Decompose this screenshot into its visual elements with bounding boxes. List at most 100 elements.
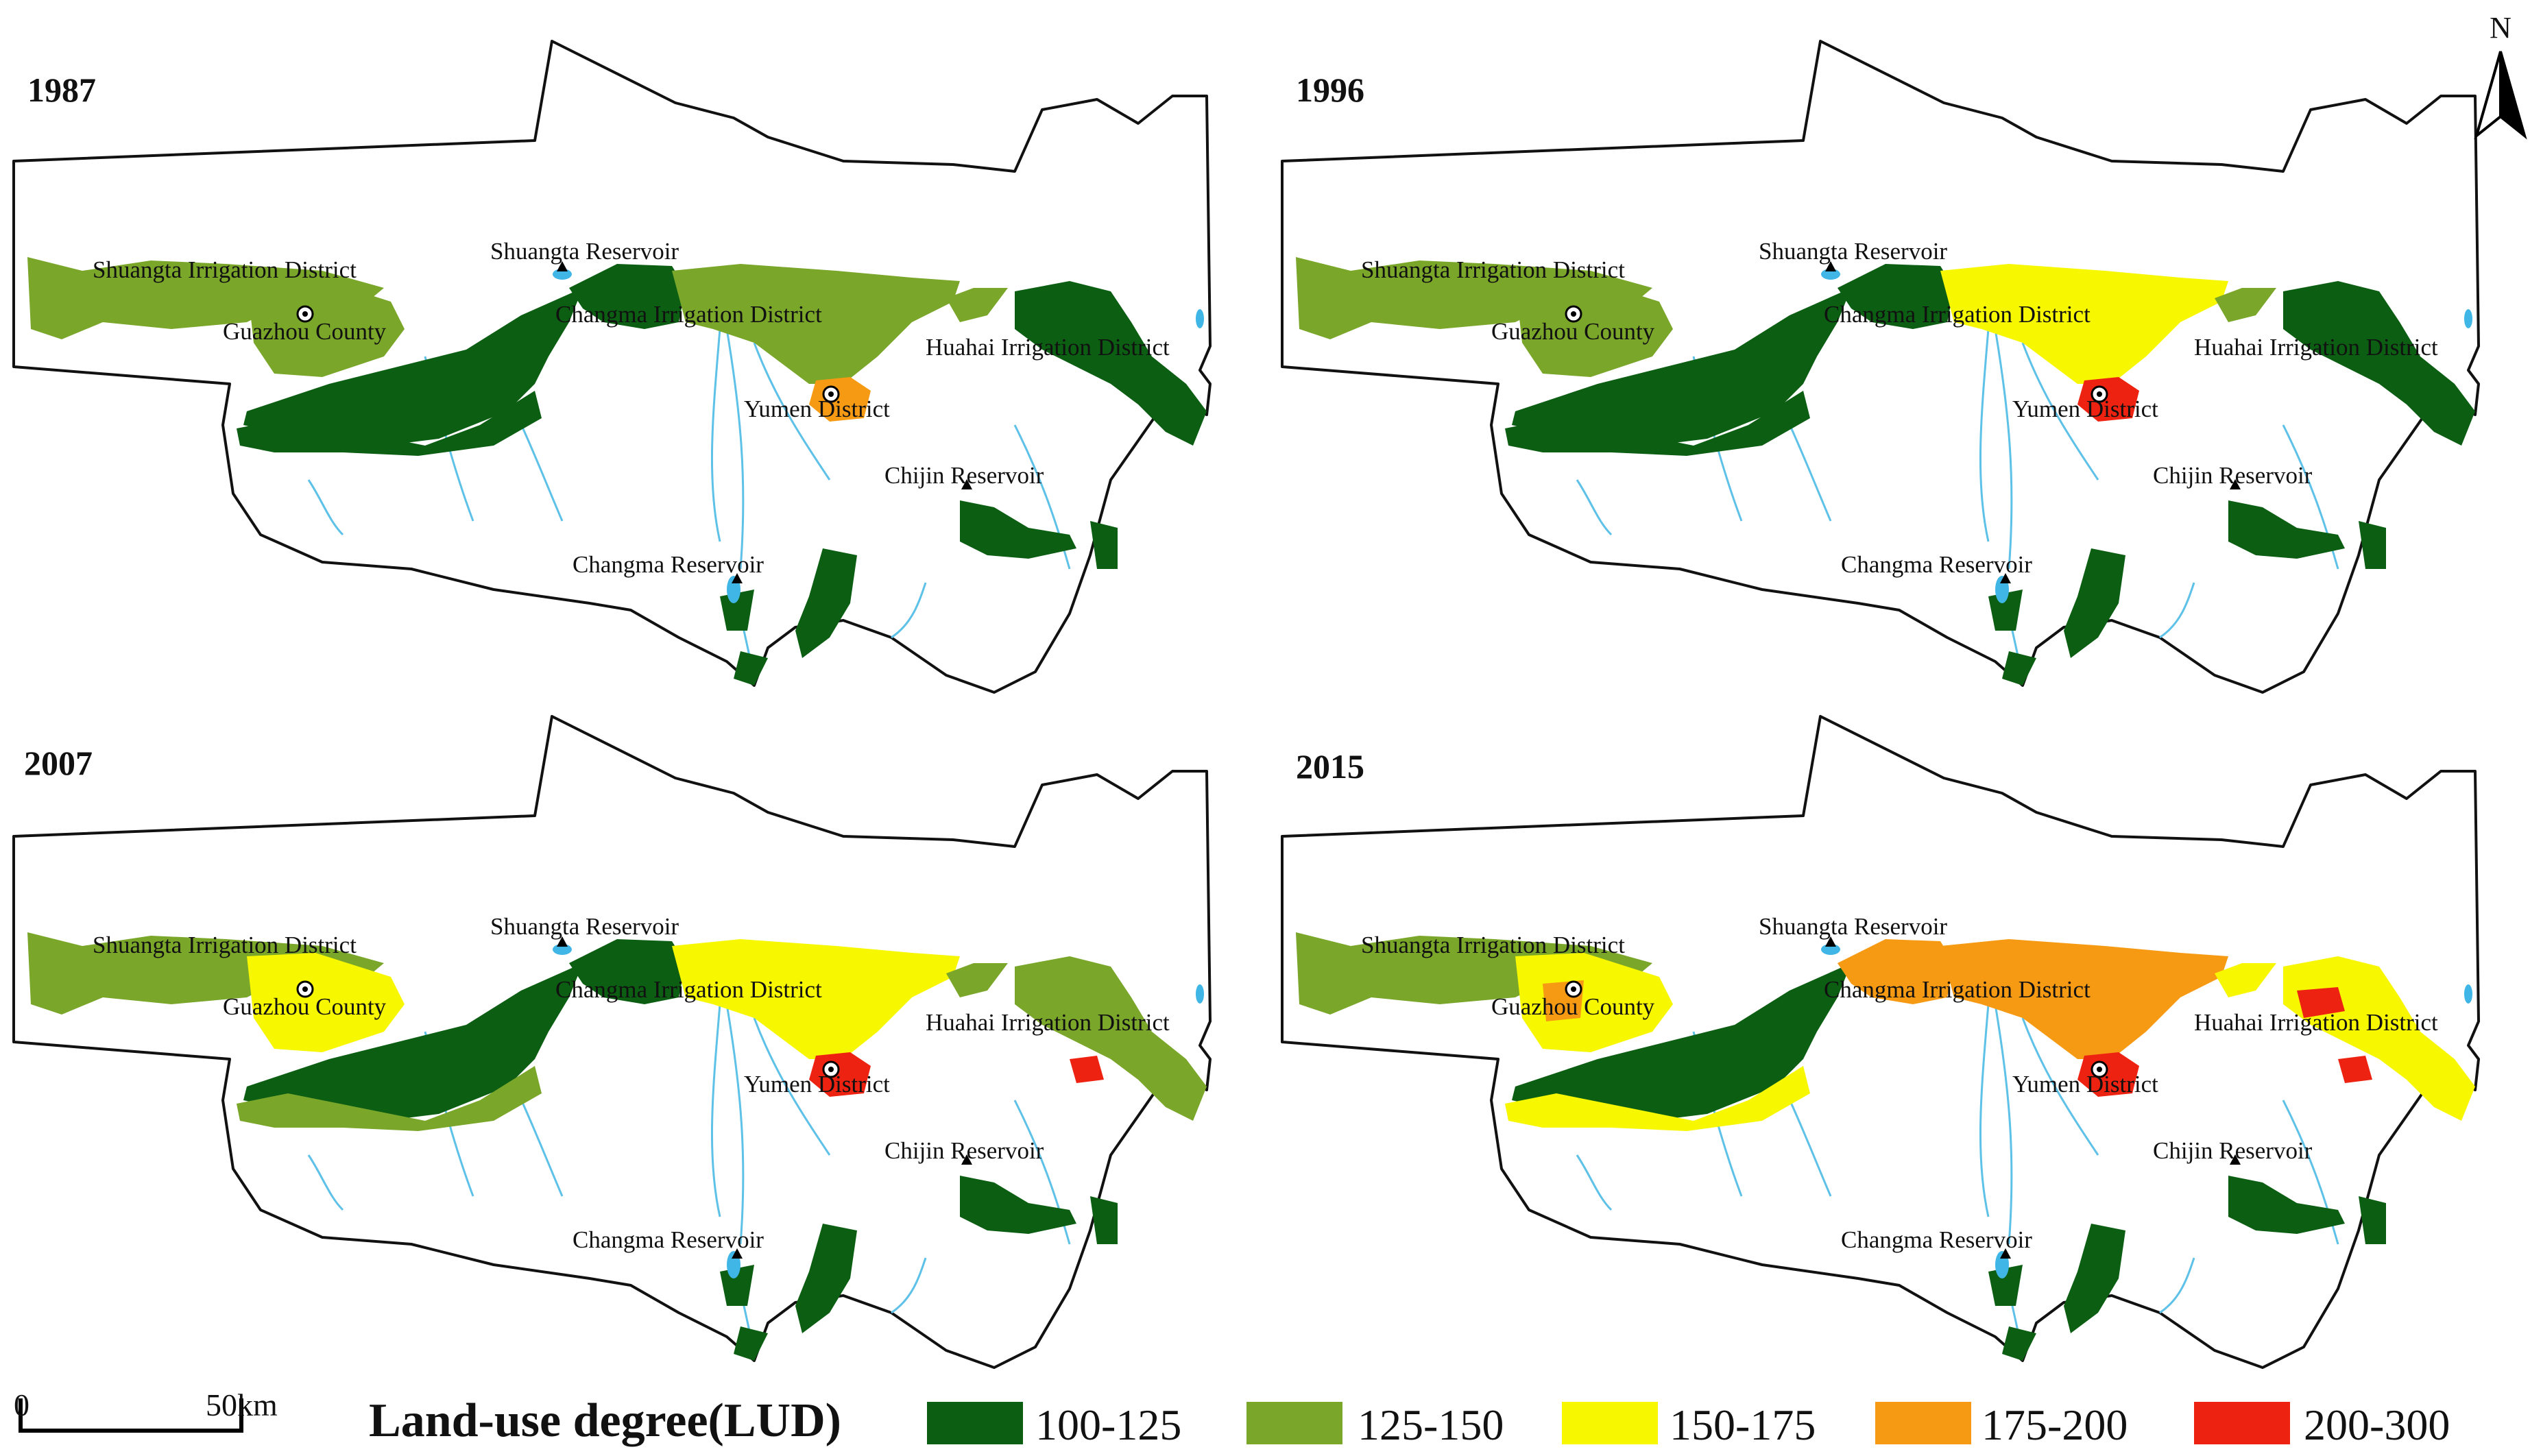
reservoir-triangle-icon — [2230, 479, 2241, 489]
place-label-chijin-reservoir: Chijin Reservoir — [884, 1137, 1044, 1164]
place-label-shuangta-reservoir: Shuangta Reservoir — [490, 238, 679, 265]
reservoir-triangle-icon — [732, 1248, 743, 1259]
place-label-guazhou: Guazhou County — [223, 993, 387, 1020]
town-marker-dot — [1571, 986, 1576, 992]
panel-1987 — [12, 40, 1212, 694]
annotations-2015: Shuangta Irrigation District Guazhou Coun… — [1361, 913, 2472, 1278]
patch-chijin — [2228, 500, 2345, 559]
patch-changmaR3 — [2002, 651, 2036, 685]
patch-east — [2215, 288, 2276, 322]
patch-mid — [672, 264, 960, 384]
patch-diag2 — [1505, 1066, 1810, 1131]
legend: Land-use degree(LUD) 100-125 125-150 150… — [369, 1394, 2450, 1449]
patch-chijin — [960, 1176, 1076, 1234]
legend-label-200-300: 200-300 — [2304, 1400, 2450, 1449]
patch-changmaR3 — [734, 1326, 768, 1361]
reservoir-triangle-icon — [2000, 1248, 2011, 1259]
patch-diag2 — [237, 391, 542, 456]
place-label-shuangta-irrigation: Shuangta Irrigation District — [1361, 932, 1625, 958]
patch-mid — [1940, 939, 2228, 1059]
town-marker-dot — [302, 311, 308, 317]
place-label-changma-reservoir: Changma Reservoir — [1841, 551, 2032, 578]
legend-label-100-125: 100-125 — [1035, 1400, 1181, 1449]
patch-huahai-hotspot — [2338, 1056, 2372, 1083]
patch-changmaR2 — [720, 590, 754, 631]
patch-diag — [1512, 288, 1851, 446]
patch-huahai-hotspot-2 — [2297, 987, 2345, 1018]
reservoir-triangle-icon — [961, 479, 972, 489]
water-body — [2464, 309, 2472, 328]
patch-guazhou — [1515, 278, 1673, 377]
place-label-huahai-irrigation: Huahai Irrigation District — [2194, 334, 2438, 361]
patch-west — [27, 932, 384, 1015]
town-marker-dot — [2097, 391, 2102, 397]
patch-chijin — [960, 500, 1076, 559]
patch-diag — [243, 288, 583, 446]
patch-changmaR2 — [720, 1265, 754, 1306]
legend-swatch-125-150 — [1246, 1402, 1342, 1444]
town-marker-dot — [1571, 311, 1576, 317]
patch-chijin2 — [1090, 521, 1118, 569]
place-label-huahai-irrigation: Huahai Irrigation District — [926, 1009, 1170, 1036]
year-label-2007: 2007 — [24, 744, 93, 782]
patch-diag2 — [1505, 391, 1810, 456]
patch-huahai — [1015, 956, 1207, 1121]
legend-swatch-200-300 — [2194, 1402, 2290, 1444]
land-use-patches — [27, 257, 2475, 1361]
town-marker-dot — [828, 391, 834, 397]
place-label-changma-irrigation: Changma Irrigation District — [1824, 301, 2091, 328]
place-label-shuangta-reservoir: Shuangta Reservoir — [1759, 238, 1947, 265]
patch-huahai — [2283, 281, 2475, 446]
patch-chijin2 — [1090, 1196, 1118, 1244]
patch-yumen — [809, 1052, 871, 1097]
patch-west — [1296, 257, 1652, 339]
town-marker-dot — [302, 986, 308, 992]
place-label-guazhou: Guazhou County — [223, 318, 387, 345]
place-label-changma-irrigation: Changma Irrigation District — [1824, 976, 2091, 1003]
north-arrow-label: N — [2490, 11, 2511, 45]
panel-1996 — [1281, 40, 2480, 694]
place-label-guazhou: Guazhou County — [1491, 993, 1655, 1020]
annotations-2007: Shuangta Irrigation District Guazhou Coun… — [93, 913, 1204, 1278]
annotations-1996: Shuangta Irrigation District Guazhou Coun… — [1361, 238, 2472, 603]
patch-changmaR — [795, 548, 857, 658]
place-label-yumen: Yumen District — [2012, 1071, 2158, 1097]
place-label-changma-reservoir: Changma Reservoir — [1841, 1226, 2032, 1253]
year-label-1996: 1996 — [1296, 71, 1364, 109]
town-marker-dot — [2097, 1067, 2102, 1072]
place-label-changma-reservoir: Changma Reservoir — [573, 551, 764, 578]
water-body — [2464, 984, 2472, 1004]
patch-chijin2 — [2359, 521, 2386, 569]
patch-chijin2 — [2359, 1196, 2386, 1244]
map-annotations: Shuangta Irrigation District Guazhou Coun… — [93, 238, 2472, 1278]
patch-east — [946, 288, 1008, 322]
legend-swatch-175-200 — [1875, 1402, 1971, 1444]
patch-huahai — [1015, 281, 1207, 446]
panel-2015 — [1281, 715, 2480, 1369]
scale-bar-end: 50km — [206, 1387, 278, 1422]
reservoir-triangle-icon — [1825, 261, 1836, 271]
patch-west — [1296, 932, 1652, 1015]
year-label-2015: 2015 — [1296, 747, 1364, 786]
patch-mid — [1940, 264, 2228, 384]
patches-2007 — [27, 932, 1207, 1361]
legend-label-175-200: 175-200 — [1981, 1400, 2128, 1449]
patch-huahai-hotspot — [1070, 1056, 1104, 1083]
patch-chijin — [2228, 1176, 2345, 1234]
legend-label-150-175: 150-175 — [1670, 1400, 1816, 1449]
patch-changmaD — [1838, 264, 1954, 329]
patch-changmaD — [1838, 939, 1954, 1004]
place-label-changma-irrigation: Changma Irrigation District — [555, 976, 822, 1003]
legend-swatch-150-175 — [1562, 1402, 1658, 1444]
town-marker-dot — [828, 1067, 834, 1072]
legend-title: Land-use degree(LUD) — [369, 1394, 841, 1447]
reservoir-triangle-icon — [2230, 1154, 2241, 1165]
water-body — [1196, 309, 1204, 328]
place-label-shuangta-irrigation: Shuangta Irrigation District — [93, 932, 357, 958]
patch-changmaD — [569, 939, 686, 1004]
place-label-huahai-irrigation: Huahai Irrigation District — [926, 334, 1170, 361]
legend-label-125-150: 125-150 — [1358, 1400, 1504, 1449]
patch-mid — [672, 939, 960, 1059]
scale-bar-start: 0 — [14, 1387, 29, 1422]
patch-changmaR — [2064, 548, 2125, 658]
